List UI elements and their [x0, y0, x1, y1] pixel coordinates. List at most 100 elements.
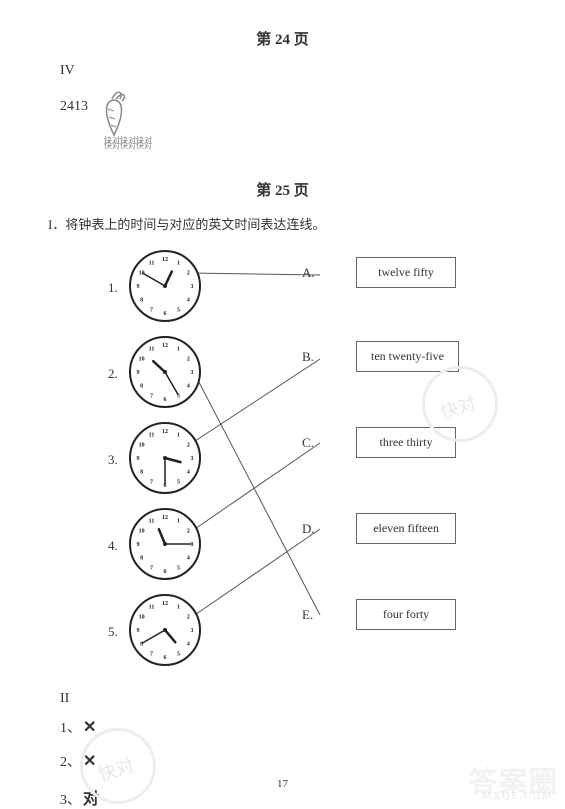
svg-text:3: 3 — [190, 456, 193, 462]
check-mark: ✕ — [83, 719, 96, 736]
letter-label: D. — [302, 521, 315, 537]
svg-text:9: 9 — [136, 542, 139, 548]
answer-2413: 2413 — [60, 99, 88, 115]
svg-text:12: 12 — [162, 343, 168, 349]
answer-box: ten twenty-five — [356, 341, 459, 372]
svg-text:1: 1 — [177, 260, 180, 266]
svg-text:12: 12 — [162, 429, 168, 435]
clocks-area: 1.1234567891011122.1234567891011123.1234… — [0, 233, 565, 683]
svg-text:6: 6 — [163, 655, 166, 661]
svg-text:8: 8 — [140, 297, 143, 303]
svg-text:5: 5 — [177, 565, 180, 571]
instruction: I．将钟表上的时间与对应的英文时间表达连线。 — [48, 214, 565, 233]
svg-text:12: 12 — [162, 601, 168, 607]
answer-box: twelve fifty — [356, 257, 456, 288]
answer-box: eleven fifteen — [356, 513, 456, 544]
clock-number: 4. — [108, 538, 118, 554]
svg-text:12: 12 — [162, 515, 168, 521]
svg-text:11: 11 — [148, 518, 154, 524]
letter-label: B. — [302, 349, 314, 365]
svg-text:2: 2 — [187, 614, 190, 620]
clock-number: 2. — [108, 366, 118, 382]
corner-watermark-small: MXQE.COM — [482, 791, 553, 802]
clock-item: 5.123456789101112 — [108, 591, 204, 674]
svg-text:4: 4 — [187, 555, 190, 561]
svg-text:5: 5 — [177, 479, 180, 485]
svg-text:2: 2 — [187, 356, 190, 362]
clock-face: 123456789101112 — [126, 333, 204, 416]
section-ii-label: II — [60, 691, 565, 707]
svg-text:9: 9 — [136, 284, 139, 290]
clock-item: 3.123456789101112 — [108, 419, 204, 502]
clock-number: 1. — [108, 280, 118, 296]
svg-text:8: 8 — [140, 383, 143, 389]
svg-text:8: 8 — [140, 555, 143, 561]
svg-text:12: 12 — [162, 257, 168, 263]
svg-text:6: 6 — [163, 569, 166, 575]
letter-label: A. — [302, 265, 315, 281]
svg-text:10: 10 — [138, 614, 144, 620]
svg-text:3: 3 — [190, 284, 193, 290]
svg-text:4: 4 — [187, 383, 190, 389]
svg-text:9: 9 — [136, 370, 139, 376]
svg-text:7: 7 — [150, 393, 153, 399]
check-number: 3、 — [60, 793, 81, 808]
svg-text:4: 4 — [187, 297, 190, 303]
svg-text:11: 11 — [148, 432, 154, 438]
check-item: 1、✕ — [60, 717, 565, 737]
svg-text:10: 10 — [138, 442, 144, 448]
clock-face: 123456789101112 — [126, 505, 204, 588]
page-24-title: 第 24 页 — [0, 28, 565, 49]
check-number: 2、 — [60, 755, 81, 770]
clock-item: 4.123456789101112 — [108, 505, 204, 588]
svg-text:3: 3 — [190, 542, 193, 548]
section-iv-label: IV — [60, 63, 565, 79]
svg-text:11: 11 — [148, 604, 154, 610]
svg-text:10: 10 — [138, 528, 144, 534]
svg-text:2: 2 — [187, 442, 190, 448]
clock-number: 3. — [108, 452, 118, 468]
clock-face: 123456789101112 — [126, 591, 204, 674]
clock-item: 2.123456789101112 — [108, 333, 204, 416]
svg-text:6: 6 — [163, 311, 166, 317]
svg-text:7: 7 — [150, 307, 153, 313]
svg-text:7: 7 — [150, 651, 153, 657]
svg-text:2: 2 — [187, 270, 190, 276]
connection-lines — [0, 233, 565, 683]
clock-face: 123456789101112 — [126, 247, 204, 330]
svg-text:9: 9 — [136, 628, 139, 634]
svg-text:4: 4 — [187, 641, 190, 647]
svg-text:3: 3 — [190, 628, 193, 634]
svg-text:5: 5 — [177, 651, 180, 657]
svg-text:11: 11 — [148, 260, 154, 266]
svg-text:2: 2 — [187, 528, 190, 534]
svg-text:6: 6 — [163, 397, 166, 403]
svg-text:1: 1 — [177, 604, 180, 610]
svg-text:9: 9 — [136, 456, 139, 462]
clock-face: 123456789101112 — [126, 419, 204, 502]
svg-text:3: 3 — [190, 370, 193, 376]
svg-text:10: 10 — [138, 356, 144, 362]
check-number: 1、 — [60, 721, 81, 736]
svg-text:11: 11 — [148, 346, 154, 352]
answer-box: four forty — [356, 599, 456, 630]
svg-text:4: 4 — [187, 469, 190, 475]
carrot-row: 2413 — [60, 85, 565, 141]
svg-text:7: 7 — [150, 565, 153, 571]
letter-label: C. — [302, 435, 314, 451]
check-mark: 对 — [83, 791, 99, 808]
svg-text:7: 7 — [150, 479, 153, 485]
svg-text:5: 5 — [177, 307, 180, 313]
answer-box: three thirty — [356, 427, 456, 458]
svg-text:1: 1 — [177, 346, 180, 352]
carrot-icon — [94, 85, 134, 141]
svg-text:1: 1 — [177, 518, 180, 524]
clock-number: 5. — [108, 624, 118, 640]
page-25-title: 第 25 页 — [0, 179, 565, 200]
clock-item: 1.123456789101112 — [108, 247, 204, 330]
letter-label: E. — [302, 607, 313, 623]
check-mark: ✕ — [83, 753, 96, 770]
svg-text:8: 8 — [140, 469, 143, 475]
svg-text:1: 1 — [177, 432, 180, 438]
tiny-text-2: 快对快对快对 — [104, 142, 565, 151]
